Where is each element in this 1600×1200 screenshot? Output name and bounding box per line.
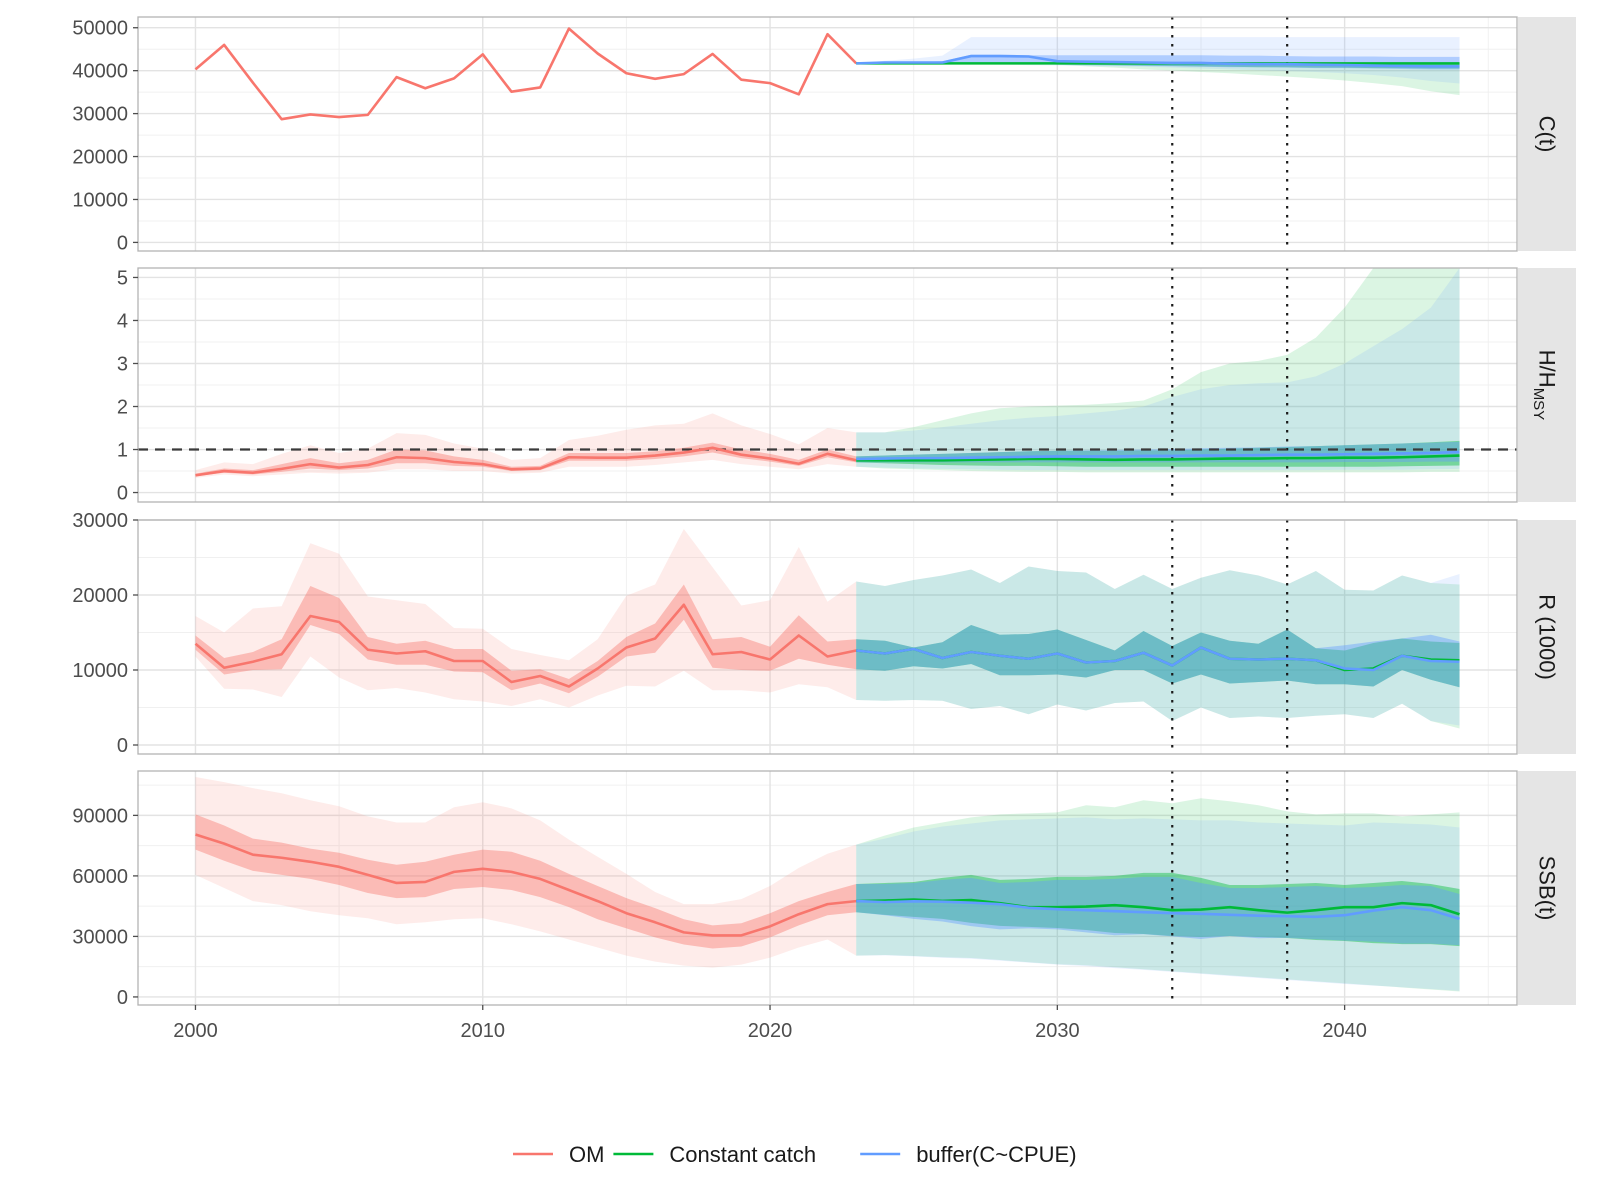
y-tick-label: 0 — [117, 483, 128, 505]
legend-label: buffer(C~CPUE) — [916, 1142, 1076, 1167]
plot-area — [194, 520, 1460, 754]
series-line-buffer-c-cpue- — [856, 899, 1460, 921]
panel-border — [137, 770, 1518, 1006]
legend-item: buffer(C~CPUE) — [860, 1142, 1077, 1167]
series-line-constant-catch — [856, 454, 1460, 462]
y-tick-label: 30000 — [72, 104, 128, 126]
series-line-om — [194, 27, 858, 121]
y-tick-label: 20000 — [72, 147, 128, 169]
x-tick-label: 2040 — [1322, 1020, 1367, 1042]
series-line-om — [195, 833, 857, 937]
y-tick-label: 5 — [117, 267, 128, 289]
y-tick-label: 0 — [117, 987, 128, 1009]
ribbon-outer-buffer-c-cpue- — [856, 817, 1460, 991]
ribbon-outer-om — [195, 777, 857, 968]
ribbon-outer-constant-catch — [856, 63, 1460, 96]
ribbon-outer-buffer-c-cpue- — [856, 37, 1460, 84]
y-tick-label: 10000 — [72, 189, 128, 211]
ribbon-outer-constant-catch — [856, 798, 1460, 992]
y-tick-label: 2 — [117, 397, 128, 419]
y-tick-label: 10000 — [72, 660, 128, 682]
y-tick-label: 50000 — [72, 18, 128, 40]
ribbon-inner-constant-catch — [856, 625, 1460, 688]
facet-strip — [1518, 771, 1576, 1005]
y-tick-label: 90000 — [72, 805, 128, 827]
series-line-om — [194, 603, 857, 688]
plot-area — [194, 17, 1460, 251]
x-tick-label: 2020 — [748, 1020, 793, 1042]
ribbon-outer-constant-catch — [856, 268, 1460, 473]
series-line-constant-catch — [856, 898, 1460, 916]
panel-1: 0 10000 20000 30000 40000 50000 C(t) — [72, 16, 1576, 254]
x-tick-label: 2000 — [173, 1020, 218, 1042]
plot-area — [195, 771, 1460, 1005]
facet-strip — [1518, 268, 1576, 502]
y-tick-label: 60000 — [72, 866, 128, 888]
ribbon-outer-constant-catch — [856, 566, 1460, 729]
facet-strip — [1518, 520, 1576, 754]
ribbon-outer-om — [195, 413, 857, 478]
legend-item: Constant catch — [613, 1142, 816, 1167]
panel-3: 0 10000 20000 30000 R (1000) — [72, 510, 1576, 757]
plot-area — [138, 268, 1517, 502]
y-tick-label: 3 — [117, 353, 128, 375]
y-tick-label: 0 — [117, 735, 128, 757]
legend-item: OM — [513, 1142, 604, 1167]
series-line-buffer-c-cpue- — [856, 54, 1460, 68]
panel-4: 0 30000 60000 90000 SSB(t) 2000 2010 2020 2030 20… — [72, 770, 1576, 1042]
y-tick-label: 20000 — [72, 585, 128, 607]
y-tick-label: 4 — [117, 310, 128, 332]
legend-label: OM — [569, 1142, 604, 1167]
ribbon-outer-om — [195, 529, 857, 708]
facet-strip-subscript: MSY — [1530, 388, 1547, 421]
facet-strip-label: C(t) — [1535, 116, 1560, 153]
ribbon-outer-buffer-c-cpue- — [856, 268, 1460, 471]
y-tick-label: 0 — [117, 232, 128, 254]
legend: OM Constant catch buffer(C~CPUE) — [513, 1142, 1077, 1167]
legend-label: Constant catch — [669, 1142, 816, 1167]
panel-border — [137, 267, 1518, 503]
ribbon-inner-buffer-c-cpue- — [856, 625, 1460, 688]
facet-strip-label: H/HMSY — [1530, 350, 1560, 420]
ribbon-outer-buffer-c-cpue- — [856, 566, 1460, 726]
series-line-buffer-c-cpue- — [856, 646, 1460, 672]
panel-2: 0 1 2 3 4 5 H/HMSY — [117, 267, 1576, 505]
series-line-buffer-c-cpue- — [856, 450, 1460, 461]
facet-strip-label: R (1000) — [1535, 594, 1560, 680]
series-line-om — [195, 446, 857, 477]
ribbon-inner-om — [195, 584, 857, 694]
facet-strip-label: SSB(t) — [1535, 856, 1560, 921]
panel-border — [137, 16, 1518, 252]
facet-strip — [1518, 17, 1576, 251]
y-tick-label: 30000 — [72, 926, 128, 948]
x-tick-label: 2010 — [461, 1020, 506, 1042]
y-tick-label: 1 — [117, 440, 128, 462]
x-tick-label: 2030 — [1035, 1020, 1080, 1042]
ribbon-inner-buffer-c-cpue- — [856, 876, 1460, 946]
y-tick-label: 40000 — [72, 61, 128, 83]
panel-border — [137, 519, 1518, 755]
y-tick-label: 30000 — [72, 510, 128, 532]
ribbon-inner-om — [195, 814, 857, 949]
